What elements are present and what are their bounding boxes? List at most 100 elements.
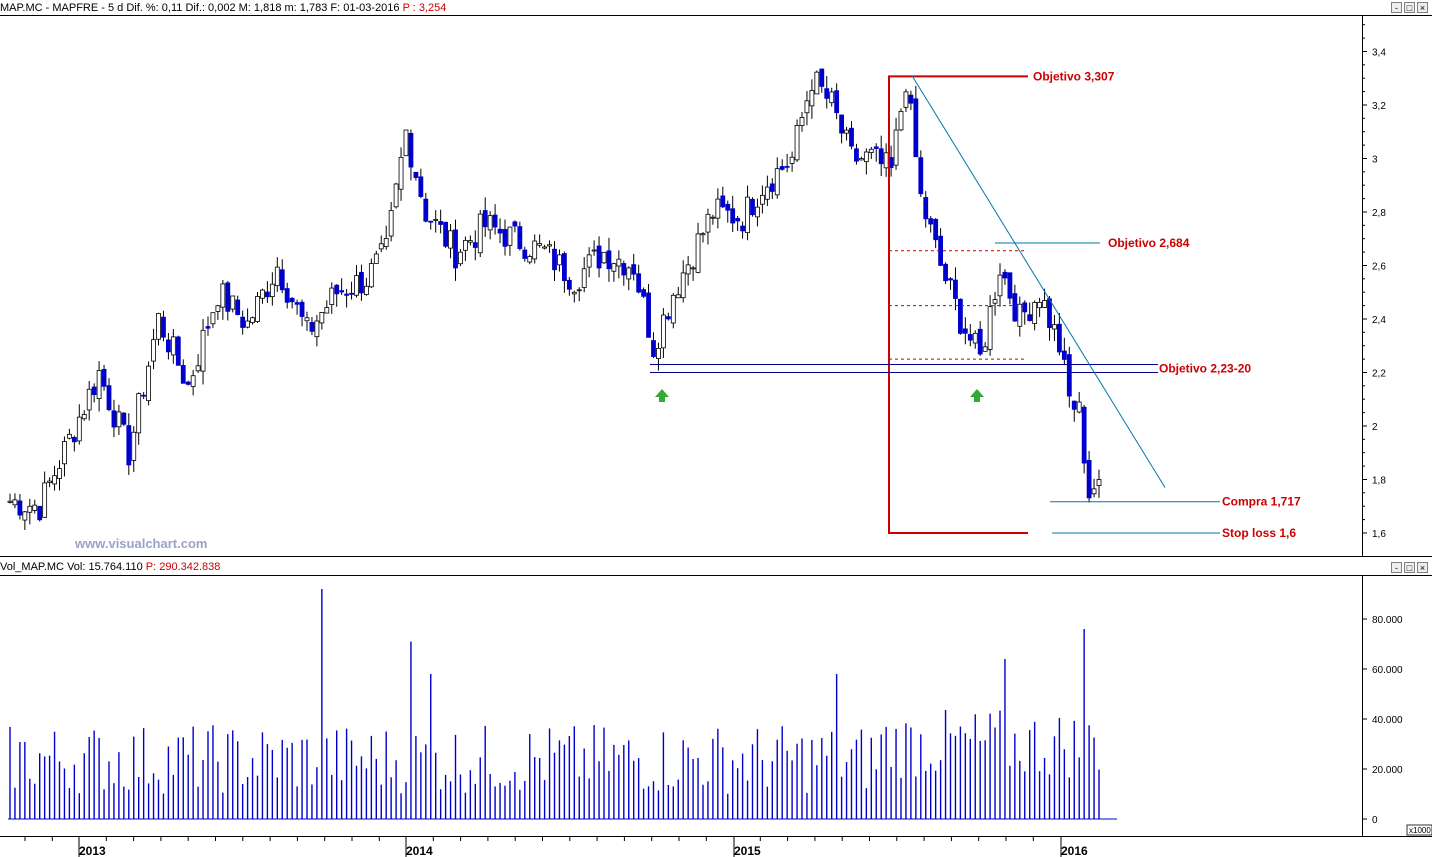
minimize-button[interactable]: - (1391, 2, 1402, 13)
candle-up (458, 251, 463, 265)
candle-up (1091, 488, 1097, 495)
candle-down (918, 157, 924, 195)
price-tick-label: 2,2 (1372, 369, 1386, 380)
buy-arrow-icon (655, 389, 669, 402)
volume-minimize-button[interactable]: - (1391, 562, 1402, 573)
buy-arrow-icon (970, 389, 984, 402)
candle-down (849, 127, 854, 147)
close-button[interactable]: × (1417, 2, 1428, 13)
price-y-axis: 1,6 1,8 2 2,2 2,4 2,6 2,8 3 3,2 3,4 (1362, 24, 1386, 540)
candle-up (1032, 302, 1038, 324)
volume-close-button[interactable]: × (1417, 562, 1428, 573)
candle-down (552, 248, 557, 271)
candle-up (670, 294, 676, 324)
candle-up (680, 272, 686, 299)
candle-down (502, 229, 508, 247)
candle-up (354, 275, 359, 296)
candle-down (854, 148, 859, 162)
maximize-button[interactable]: □ (1404, 2, 1415, 13)
candle-up (368, 263, 374, 288)
candle-down (106, 385, 112, 411)
candle-up (487, 215, 493, 231)
candle-down (824, 88, 830, 99)
candle-down (646, 292, 651, 338)
candle-up (982, 346, 988, 352)
candle-up (86, 388, 92, 411)
candle-up (789, 156, 795, 164)
candle-down (175, 336, 181, 366)
candle-down (339, 290, 345, 293)
candle-down (913, 98, 919, 158)
candle-up (591, 249, 597, 252)
candle-down (839, 114, 844, 134)
candle-down (165, 339, 171, 353)
candle-down (121, 412, 127, 425)
volume-bars (8, 589, 1117, 820)
candle-up (794, 125, 800, 161)
candle-down (443, 221, 449, 247)
candle-up (903, 91, 909, 108)
candle-up (537, 243, 543, 246)
candle-down (359, 271, 364, 294)
candle-down (71, 437, 77, 443)
candle-down (750, 198, 755, 216)
candle-up (774, 168, 780, 196)
candle-up (675, 294, 681, 299)
candle-up (972, 332, 978, 344)
date: F: 01-03-2016 (330, 2, 400, 14)
candle-down (91, 386, 97, 396)
candle-down (344, 293, 350, 296)
candle-up (715, 198, 721, 219)
candle-up (799, 117, 805, 126)
candle-down (299, 301, 305, 317)
multiplier-label: x1000 (1409, 826, 1431, 835)
volume-label: Vol_MAP.MC (0, 561, 64, 573)
volume-y-axis: 0 20.000 40.000 60.000 80.000 (1362, 615, 1403, 826)
annotations: Objetivo 3,307 Objetivo 2,684 Objetivo 2,2… (650, 69, 1301, 540)
candle-up (868, 148, 874, 154)
candle-down (1022, 302, 1028, 313)
candle-up (601, 251, 607, 264)
volume-tick-label: 20.000 (1372, 765, 1403, 776)
candle-down (908, 94, 914, 104)
candle-down (953, 279, 958, 299)
candle-up (131, 431, 137, 461)
candle-down (423, 198, 429, 222)
candle-down (284, 288, 290, 303)
candle-up (1076, 401, 1082, 413)
candle-up (329, 287, 335, 305)
candle-up (829, 91, 835, 104)
candle-down (428, 220, 434, 223)
symbol-label: MAP.MC - MAPFRE - 5 d (0, 2, 124, 14)
candle-up (393, 183, 399, 208)
candle-down (101, 368, 107, 387)
candle-up (1096, 479, 1102, 486)
candle-up (57, 468, 62, 479)
volume-maximize-button[interactable]: □ (1404, 562, 1415, 573)
candle-up (1042, 300, 1047, 308)
candle-down (334, 284, 340, 295)
candle-down (349, 292, 354, 295)
candle-up (47, 480, 52, 483)
volume-panel-header: Vol_MAP.MC Vol: 15.764.110 P: 290.342.83… (0, 559, 1432, 575)
trendline (911, 75, 1166, 488)
candle-up (576, 289, 582, 292)
candle-down (933, 218, 939, 241)
candle-up (42, 482, 48, 518)
candle-up (170, 336, 176, 356)
candle-up (898, 110, 904, 131)
candle-down (517, 226, 523, 249)
candle-down (977, 328, 983, 355)
candle-up (571, 291, 577, 295)
volume-tick-label: 40.000 (1372, 715, 1403, 726)
max: M: 1,818 (238, 2, 282, 14)
candle-down (873, 146, 879, 149)
candle-up (62, 441, 67, 465)
candle-up (764, 186, 770, 200)
candle-down (1086, 459, 1092, 499)
candle-up (12, 499, 18, 506)
price-panel-header: MAP.MC - MAPFRE - 5 d Dif. %: 0,11 Dif.:… (0, 0, 1432, 16)
candle-up (626, 267, 632, 280)
candle-up (398, 156, 404, 190)
candle-up (893, 129, 899, 166)
